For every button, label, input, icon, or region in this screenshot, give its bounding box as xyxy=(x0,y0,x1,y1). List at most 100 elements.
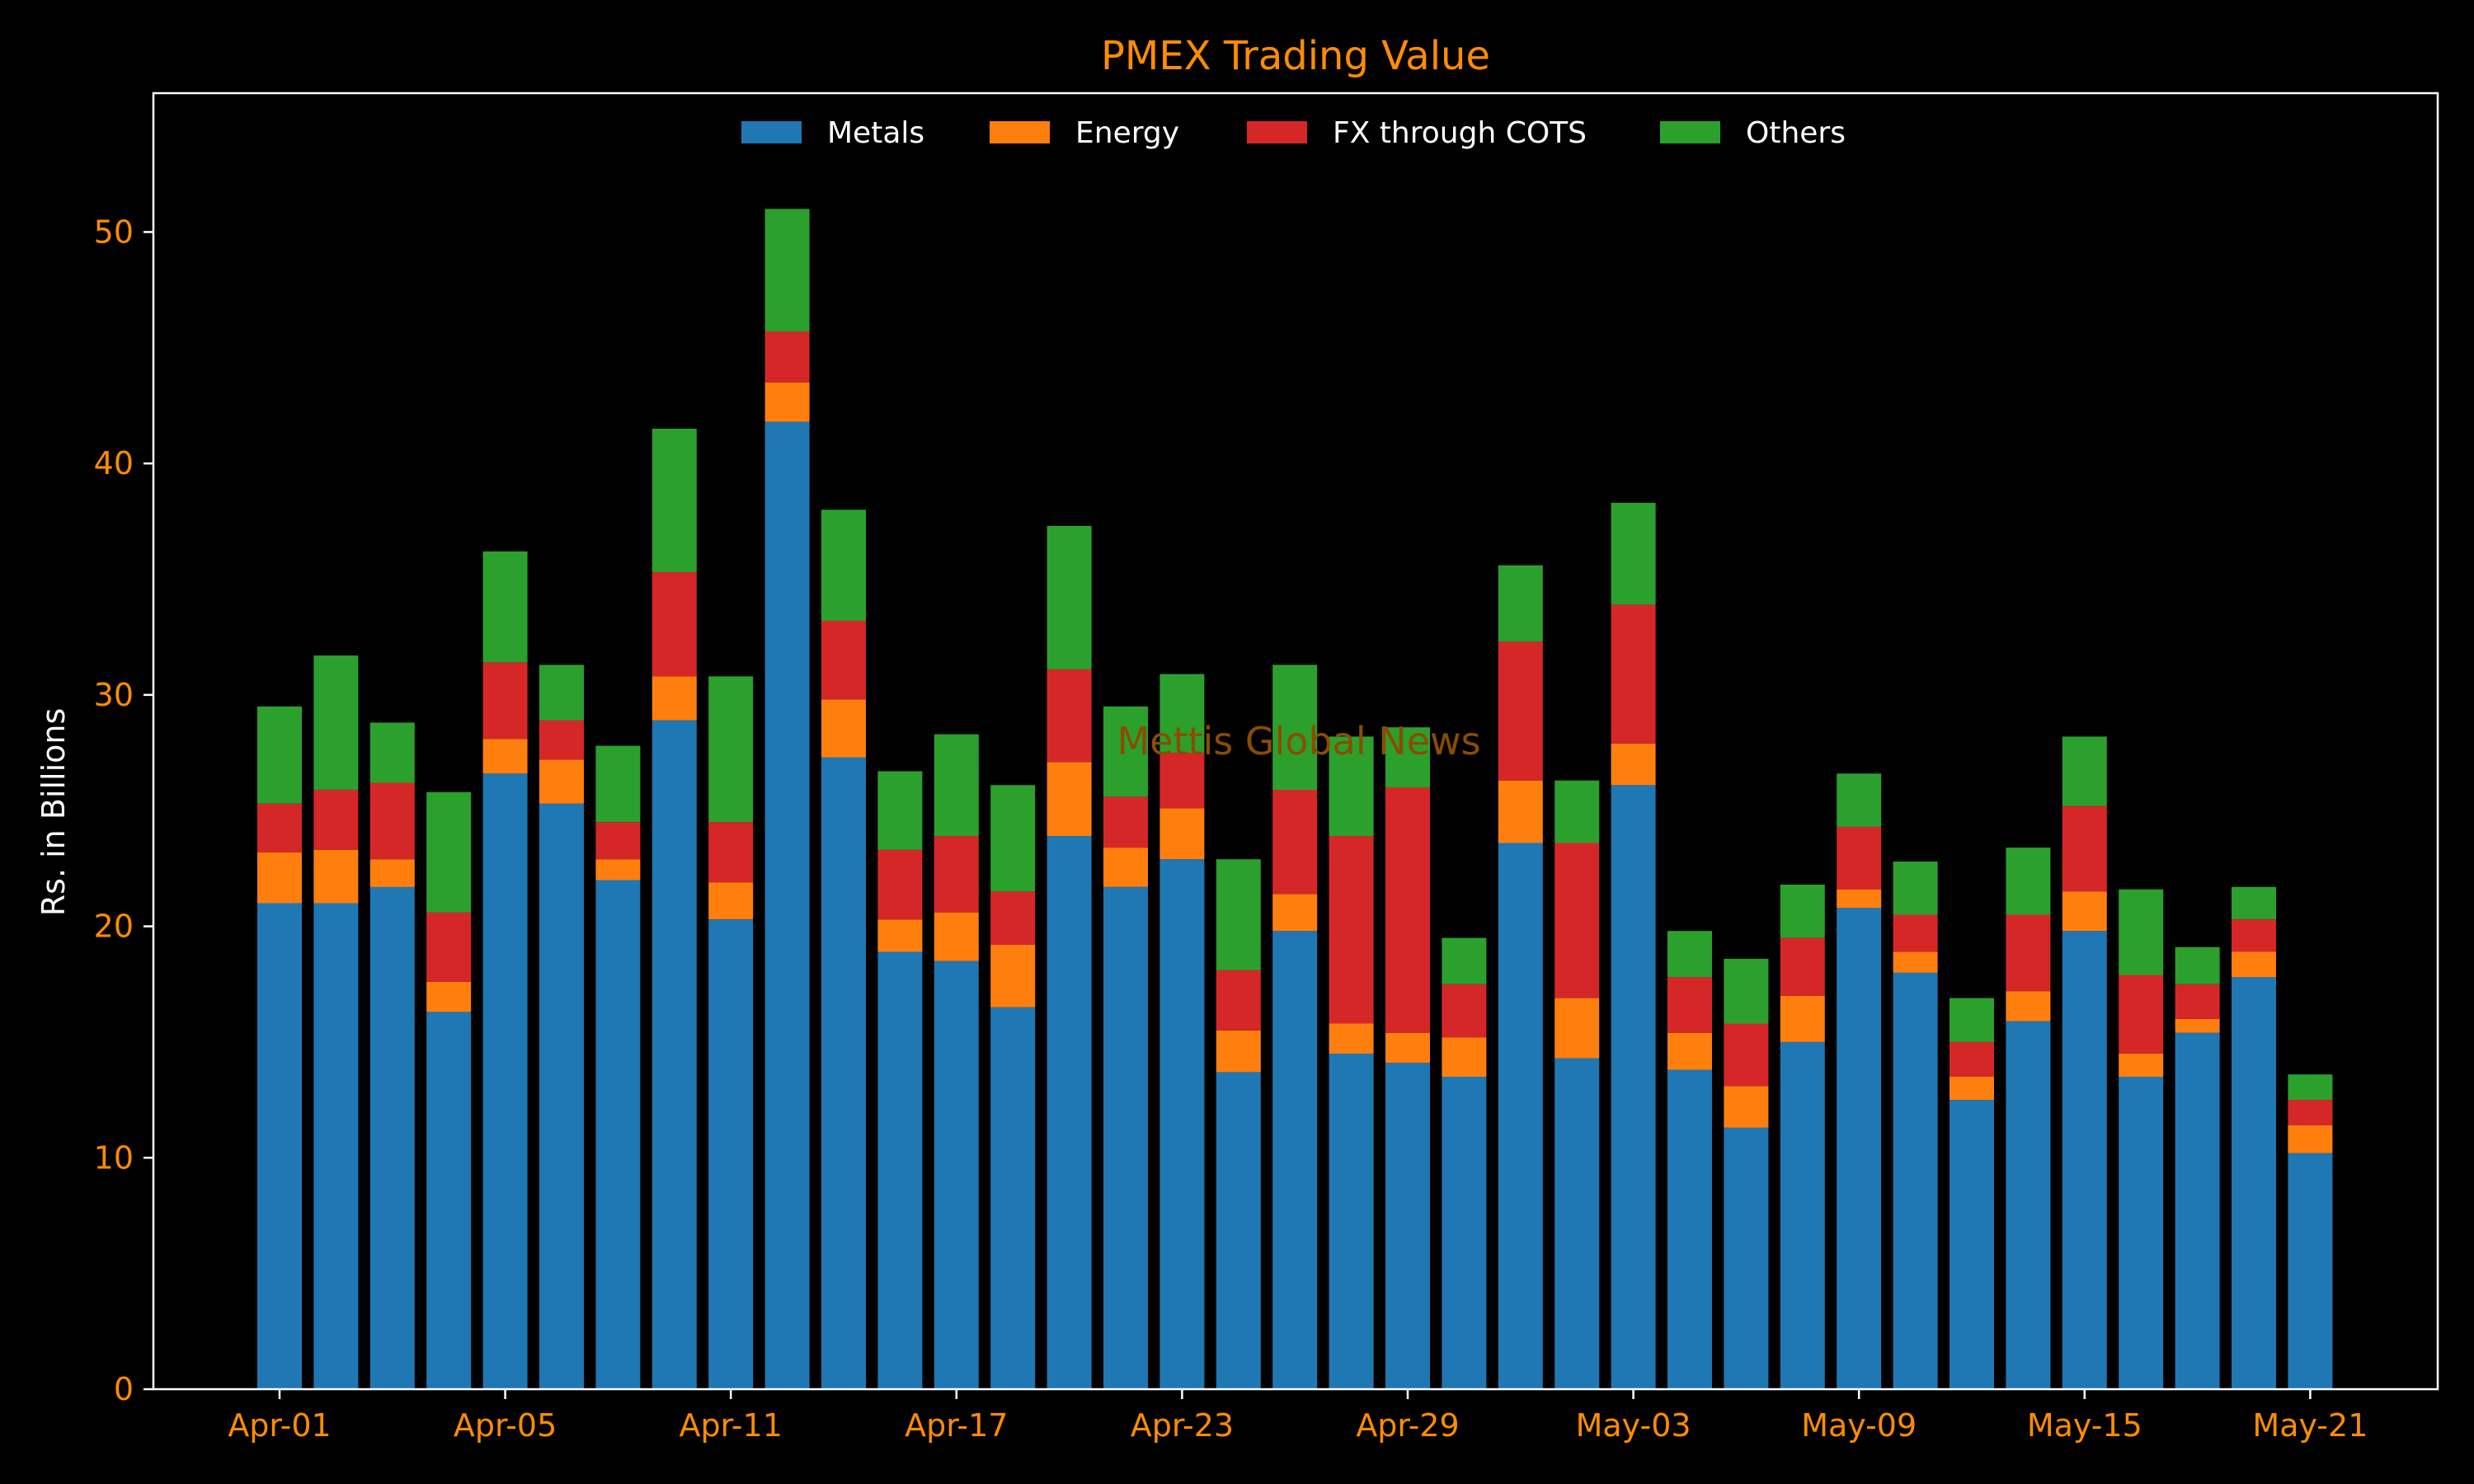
bar-others-11 xyxy=(877,771,923,850)
x-tick-label-Apr-23: Apr-23 xyxy=(1131,1407,1234,1444)
bar-others-34 xyxy=(2175,946,2220,984)
bar-fx-through-cots-6 xyxy=(595,822,641,860)
bar-energy-17 xyxy=(1216,1030,1261,1073)
bar-others-7 xyxy=(651,429,697,572)
bar-metals-9 xyxy=(764,421,810,1390)
legend-label-fx-through-cots: FX through COTS xyxy=(1333,116,1587,150)
bar-fx-through-cots-26 xyxy=(1724,1023,1769,1087)
x-tick-label-Apr-11: Apr-11 xyxy=(680,1407,783,1444)
bar-fx-through-cots-28 xyxy=(1837,826,1882,890)
bar-fx-through-cots-23 xyxy=(1554,843,1600,998)
bar-metals-26 xyxy=(1724,1127,1769,1389)
bar-fx-through-cots-36 xyxy=(2288,1100,2333,1125)
bar-others-13 xyxy=(990,785,1036,892)
bar-metals-16 xyxy=(1159,859,1205,1389)
bar-metals-17 xyxy=(1216,1072,1261,1389)
bar-fx-through-cots-16 xyxy=(1159,753,1205,809)
bar-fx-through-cots-10 xyxy=(821,621,866,700)
bar-energy-36 xyxy=(2288,1125,2333,1153)
bar-fx-through-cots-25 xyxy=(1667,977,1712,1033)
bar-fx-through-cots-32 xyxy=(2062,805,2107,892)
bar-others-10 xyxy=(821,510,866,621)
y-tick-label-20: 20 xyxy=(94,909,134,945)
bar-fx-through-cots-27 xyxy=(1780,937,1825,996)
bar-others-8 xyxy=(708,676,754,823)
bar-metals-29 xyxy=(1893,972,1938,1389)
bar-fx-through-cots-21 xyxy=(1442,984,1487,1038)
bar-metals-21 xyxy=(1442,1077,1487,1389)
bar-energy-35 xyxy=(2232,951,2276,978)
bar-fx-through-cots-7 xyxy=(651,572,697,677)
bar-metals-0 xyxy=(257,903,302,1389)
bar-others-1 xyxy=(313,655,359,790)
legend-label-metals: Metals xyxy=(827,116,924,150)
bar-others-32 xyxy=(2062,736,2107,806)
bar-others-26 xyxy=(1724,958,1769,1024)
bar-others-35 xyxy=(2232,886,2276,920)
bar-energy-5 xyxy=(539,759,584,804)
bar-energy-14 xyxy=(1047,762,1092,837)
bar-others-12 xyxy=(934,734,979,837)
bar-energy-10 xyxy=(821,699,866,758)
bar-fx-through-cots-31 xyxy=(2006,914,2051,992)
bar-fx-through-cots-35 xyxy=(2232,919,2276,952)
bar-energy-13 xyxy=(990,945,1036,1007)
bar-metals-33 xyxy=(2119,1077,2164,1389)
y-axis-label: Rs. in Billions xyxy=(35,708,72,917)
bar-metals-4 xyxy=(482,773,528,1389)
bar-metals-3 xyxy=(426,1012,472,1389)
bar-fx-through-cots-17 xyxy=(1216,970,1261,1031)
bar-metals-31 xyxy=(2006,1021,2051,1389)
bar-energy-19 xyxy=(1329,1023,1374,1054)
bar-metals-32 xyxy=(2062,931,2107,1389)
bar-others-20 xyxy=(1385,727,1430,788)
bar-others-5 xyxy=(539,665,584,721)
bar-others-0 xyxy=(257,706,302,804)
bar-others-2 xyxy=(369,722,415,783)
bar-others-17 xyxy=(1216,859,1261,970)
y-tick-label-10: 10 xyxy=(94,1139,134,1176)
bar-others-21 xyxy=(1442,937,1487,984)
bar-energy-1 xyxy=(313,849,359,904)
bar-metals-1 xyxy=(313,903,359,1389)
bar-metals-30 xyxy=(1950,1100,1994,1389)
bar-metals-20 xyxy=(1385,1063,1430,1389)
bar-fx-through-cots-30 xyxy=(1950,1041,1994,1077)
bar-fx-through-cots-11 xyxy=(877,849,923,920)
bar-fx-through-cots-22 xyxy=(1498,641,1543,781)
bar-energy-21 xyxy=(1442,1037,1487,1077)
bar-energy-4 xyxy=(482,739,528,774)
bar-energy-3 xyxy=(426,981,472,1012)
bar-others-31 xyxy=(2006,848,2051,915)
bar-energy-6 xyxy=(595,859,641,881)
x-tick-label-May-21: May-21 xyxy=(2252,1407,2368,1444)
bar-metals-19 xyxy=(1329,1054,1374,1389)
bar-energy-12 xyxy=(934,912,979,961)
bar-fx-through-cots-0 xyxy=(257,803,302,852)
bar-fx-through-cots-34 xyxy=(2175,984,2220,1019)
bar-energy-31 xyxy=(2006,991,2051,1021)
bar-energy-26 xyxy=(1724,1086,1769,1128)
bar-metals-5 xyxy=(539,803,584,1389)
bar-metals-27 xyxy=(1780,1041,1825,1389)
bar-energy-16 xyxy=(1159,808,1205,860)
x-tick-label-Apr-01: Apr-01 xyxy=(228,1407,331,1444)
bar-metals-23 xyxy=(1554,1058,1600,1389)
bar-energy-2 xyxy=(369,859,415,887)
bar-fx-through-cots-15 xyxy=(1103,796,1148,848)
watermark: Mettis Global News xyxy=(1117,719,1480,763)
bar-metals-15 xyxy=(1103,886,1148,1389)
x-tick-label-May-15: May-15 xyxy=(2027,1407,2142,1444)
bar-others-28 xyxy=(1837,773,1882,827)
bar-energy-20 xyxy=(1385,1032,1430,1064)
plot-area-frame xyxy=(152,92,2439,1391)
bar-metals-34 xyxy=(2175,1032,2220,1389)
bar-fx-through-cots-5 xyxy=(539,720,584,760)
bar-metals-13 xyxy=(990,1007,1036,1389)
bar-energy-22 xyxy=(1498,780,1543,843)
bar-metals-22 xyxy=(1498,843,1543,1389)
bar-energy-24 xyxy=(1611,743,1656,786)
bar-energy-33 xyxy=(2119,1054,2164,1078)
bar-energy-9 xyxy=(764,382,810,422)
bar-metals-25 xyxy=(1667,1069,1712,1389)
